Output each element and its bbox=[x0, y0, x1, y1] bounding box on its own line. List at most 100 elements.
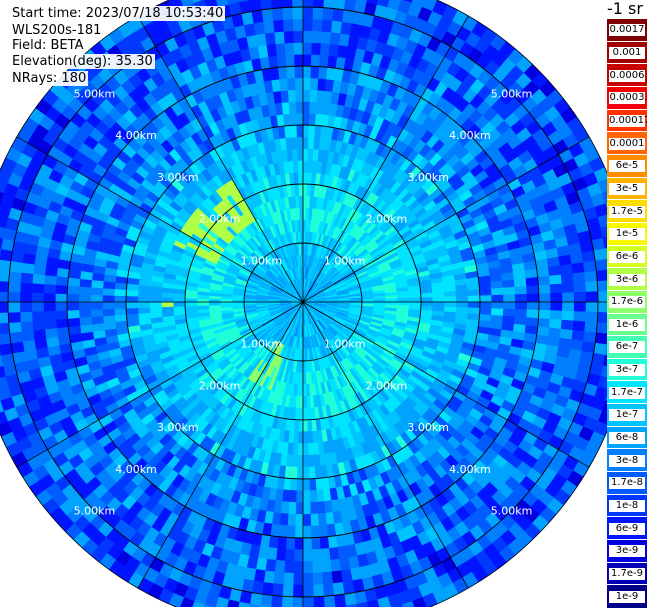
ppi-cell bbox=[585, 322, 598, 333]
ppi-cell bbox=[173, 302, 185, 307]
ppi-cell bbox=[344, 593, 356, 606]
ppi-cell bbox=[20, 282, 32, 292]
ppi-cell bbox=[303, 66, 311, 78]
ppi-cell bbox=[456, 285, 468, 292]
ppi-cell bbox=[303, 503, 310, 515]
ppi-cell bbox=[433, 292, 445, 297]
ppi-cell bbox=[573, 321, 586, 332]
ppi-cell bbox=[527, 310, 539, 319]
ppi-cell bbox=[79, 286, 91, 294]
ppi-cell bbox=[265, 32, 276, 45]
ppi-cell bbox=[561, 274, 574, 284]
ppi-cell bbox=[572, 330, 585, 341]
ppi-cell bbox=[8, 281, 20, 292]
ppi-cell bbox=[303, 432, 308, 444]
ppi-cell bbox=[21, 330, 34, 341]
ppi-cell bbox=[550, 284, 562, 294]
ppi-cell bbox=[503, 309, 515, 317]
ppi-cell bbox=[303, 160, 308, 172]
ppi-cell bbox=[310, 502, 318, 514]
ppi-cell bbox=[283, 573, 293, 585]
ppi-cell bbox=[150, 307, 162, 313]
ppi-cell bbox=[310, 514, 318, 526]
ppi-cell bbox=[312, 43, 322, 55]
ppi-cell bbox=[456, 296, 468, 302]
ppi-cell bbox=[480, 295, 492, 302]
ppi-cell bbox=[138, 296, 150, 302]
ppi-cell bbox=[572, 263, 585, 274]
ppi-cell bbox=[55, 310, 67, 319]
ppi-cell bbox=[303, 479, 310, 491]
ppi-cell bbox=[311, 526, 320, 538]
ppi-cell bbox=[303, 550, 312, 562]
ppi-cell bbox=[320, 548, 330, 561]
ppi-cell bbox=[320, 55, 329, 68]
ppi-cell bbox=[67, 294, 79, 302]
ppi-cell bbox=[126, 296, 138, 302]
ppi-cell bbox=[527, 286, 539, 295]
ppi-cell bbox=[287, 514, 295, 526]
ppi-cell bbox=[303, 514, 311, 526]
ppi-cell bbox=[264, 20, 275, 33]
ppi-cell bbox=[312, 561, 322, 573]
ppi-cell bbox=[307, 408, 312, 420]
ppi-cell bbox=[80, 324, 93, 333]
ppi-cell bbox=[331, 20, 342, 33]
ppi-cell bbox=[44, 284, 56, 294]
ppi-cell bbox=[297, 467, 303, 479]
ppi-cell bbox=[293, 161, 298, 173]
ppi-cell bbox=[539, 302, 551, 311]
ppi-cell bbox=[303, 125, 309, 137]
ppi-cell bbox=[260, 594, 272, 607]
ppi-cell bbox=[278, 67, 287, 79]
ppi-cell bbox=[326, 524, 335, 537]
ppi-cell bbox=[8, 312, 20, 323]
ppi-cell bbox=[286, 537, 295, 549]
ppi-cell bbox=[10, 261, 23, 273]
ppi-cell bbox=[515, 294, 527, 302]
ppi-cell bbox=[272, 8, 283, 21]
ppi-cell bbox=[323, 8, 334, 21]
ppi-cell bbox=[491, 288, 503, 295]
ppi-cell bbox=[480, 289, 492, 296]
ppi-cell bbox=[585, 271, 598, 282]
ppi-cell bbox=[79, 294, 91, 302]
ppi-cell bbox=[0, 312, 9, 323]
ppi-cell bbox=[298, 432, 303, 444]
ppi-cell bbox=[91, 287, 103, 295]
ppi-cell bbox=[574, 292, 586, 302]
ppi-cell bbox=[275, 31, 285, 44]
ppi-cell bbox=[491, 309, 503, 316]
ppi-cell bbox=[294, 561, 304, 573]
ppi-cell bbox=[333, 9, 345, 22]
ppi-cell bbox=[303, 491, 310, 503]
ppi-cell bbox=[303, 78, 311, 90]
ppi-cell bbox=[296, 503, 303, 515]
ppi-cell bbox=[298, 444, 303, 456]
ppi-cell bbox=[433, 302, 445, 307]
ppi-cell bbox=[333, 582, 345, 595]
ppi-cell bbox=[138, 307, 150, 313]
ppi-cell bbox=[303, 172, 308, 184]
ppi-cell bbox=[79, 309, 91, 317]
ppi-cell bbox=[10, 332, 23, 344]
ppi-cell bbox=[515, 302, 527, 310]
ppi-cell bbox=[102, 302, 114, 309]
ppi-cell bbox=[303, 0, 314, 7]
ppi-cell bbox=[220, 302, 232, 305]
ppi-cell bbox=[525, 269, 538, 278]
ppi-cell bbox=[330, 559, 341, 572]
ppi-cell bbox=[582, 251, 595, 263]
ppi-cell bbox=[313, 573, 323, 585]
ppi-cell bbox=[275, 560, 285, 573]
ppi-cell bbox=[32, 311, 44, 321]
ppi-cell bbox=[287, 526, 296, 538]
ppi-cell bbox=[310, 102, 317, 114]
ppi-cell bbox=[114, 308, 126, 315]
ppi-cell bbox=[303, 19, 313, 31]
ppi-cell bbox=[303, 396, 307, 408]
ppi-cell bbox=[468, 290, 480, 297]
ppi-cell bbox=[325, 512, 334, 525]
ppi-cell bbox=[324, 595, 336, 607]
ppi-cell bbox=[538, 319, 551, 328]
